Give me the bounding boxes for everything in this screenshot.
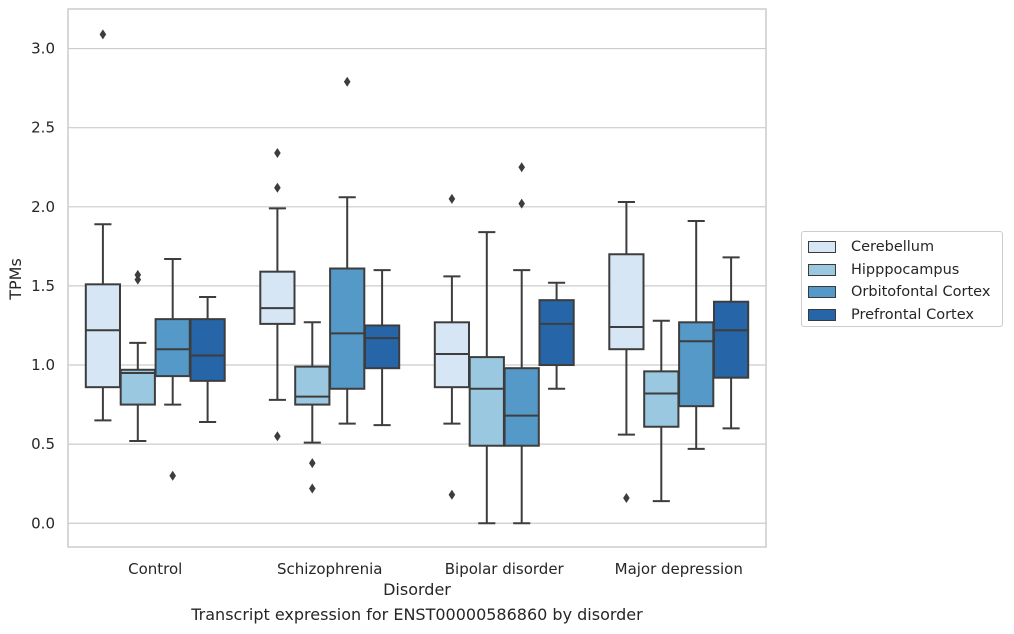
box-orbitofontal-cortex bbox=[154, 258, 191, 481]
legend-label: Orbitofontal Cortex bbox=[851, 284, 991, 301]
legend-swatch bbox=[808, 308, 836, 321]
legend-item: Cerebellum bbox=[808, 236, 1002, 259]
legend-label: Cerebellum bbox=[851, 239, 935, 256]
box-cerebellum bbox=[433, 193, 471, 500]
box-iqr bbox=[503, 367, 540, 447]
box-orbitofontal-cortex bbox=[329, 76, 366, 425]
box-prefrontal-cortex bbox=[538, 281, 575, 390]
box-hipppocampus bbox=[294, 321, 331, 494]
outlier-point bbox=[134, 274, 142, 285]
boxes bbox=[84, 29, 750, 525]
y-tick-label: 1.0 bbox=[31, 356, 55, 374]
legend: Cerebellum Hipppocampus Orbitofontal Corte… bbox=[801, 231, 1003, 327]
box-iqr bbox=[363, 324, 401, 370]
y-tick-label: 3.0 bbox=[31, 40, 55, 58]
outlier-point bbox=[274, 147, 281, 158]
x-tick-label: Bipolar disorder bbox=[445, 560, 565, 578]
box-iqr bbox=[608, 253, 645, 351]
outlier-point bbox=[448, 193, 456, 204]
box-hipppocampus bbox=[643, 319, 680, 503]
box-cerebellum bbox=[259, 147, 296, 442]
box-cerebellum bbox=[84, 29, 122, 422]
outlier-point bbox=[623, 492, 630, 503]
box-iqr bbox=[84, 283, 122, 389]
outlier-point bbox=[518, 162, 525, 173]
outlier-point bbox=[169, 470, 176, 481]
outlier-point bbox=[274, 182, 281, 193]
box-cerebellum bbox=[608, 201, 645, 503]
y-tick-label: 0.0 bbox=[31, 514, 55, 532]
outlier-point bbox=[448, 489, 456, 500]
outlier-point bbox=[274, 431, 281, 442]
box-prefrontal-cortex bbox=[363, 269, 401, 427]
outlier-point bbox=[309, 458, 316, 469]
y-axis-ticks: 0.0 0.5 1.0 1.5 2.0 2.5 3.0 bbox=[31, 40, 55, 533]
y-tick-label: 2.0 bbox=[31, 198, 55, 216]
outlier-point bbox=[518, 198, 525, 209]
box-iqr bbox=[259, 270, 296, 325]
outlier-point bbox=[343, 76, 351, 87]
box-iqr bbox=[712, 300, 750, 379]
x-tick-label: Control bbox=[128, 560, 182, 578]
x-tick-label: Major depression bbox=[615, 560, 743, 578]
box-orbitofontal-cortex bbox=[503, 162, 540, 525]
box-iqr bbox=[643, 370, 680, 428]
legend-item: Prefrontal Cortex bbox=[808, 304, 1002, 327]
legend-item: Orbitofontal Cortex bbox=[808, 281, 1002, 304]
box-iqr bbox=[189, 318, 226, 382]
y-tick-label: 1.5 bbox=[31, 277, 55, 295]
x-tick-label: Schizophrenia bbox=[277, 560, 382, 578]
plot-frame bbox=[67, 8, 767, 548]
legend-swatch bbox=[808, 263, 836, 276]
y-axis-label: TPMs bbox=[6, 258, 25, 301]
box-prefrontal-cortex bbox=[189, 295, 226, 423]
outlier-point bbox=[309, 483, 316, 494]
x-axis-ticks: Control Schizophrenia Bipolar disorder Majo… bbox=[128, 560, 743, 578]
y-tick-label: 2.5 bbox=[31, 119, 55, 137]
legend-item: Hipppocampus bbox=[808, 259, 1002, 282]
box-hipppocampus bbox=[119, 269, 156, 442]
box-iqr bbox=[468, 356, 505, 447]
box-prefrontal-cortex bbox=[712, 256, 750, 430]
box-iqr bbox=[329, 267, 366, 390]
outlier-point bbox=[99, 29, 107, 40]
box-iqr bbox=[294, 365, 331, 406]
box-iqr bbox=[154, 318, 191, 378]
y-tick-label: 0.5 bbox=[31, 435, 55, 453]
legend-swatch bbox=[808, 241, 836, 254]
box-iqr bbox=[119, 368, 156, 406]
box-iqr bbox=[538, 299, 575, 367]
box-hipppocampus bbox=[468, 231, 505, 525]
box-iqr bbox=[678, 321, 715, 408]
x-axis-label: Disorder bbox=[383, 580, 451, 599]
legend-swatch bbox=[808, 286, 836, 299]
legend-label: Hipppocampus bbox=[851, 261, 960, 278]
legend-label: Prefrontal Cortex bbox=[851, 306, 974, 323]
chart-caption: Transcript expression for ENST0000058686… bbox=[191, 605, 643, 624]
box-orbitofontal-cortex bbox=[678, 220, 715, 450]
